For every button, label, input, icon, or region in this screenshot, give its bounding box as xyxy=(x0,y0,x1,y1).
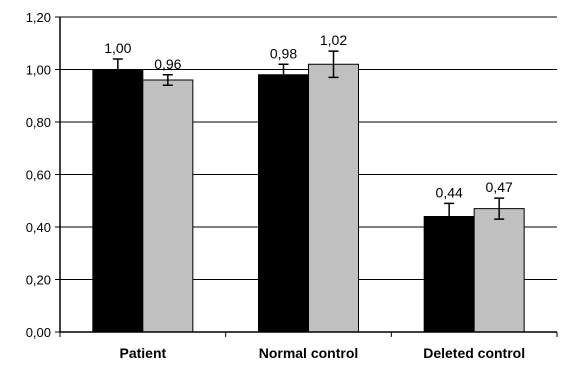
data-label: 1,02 xyxy=(320,32,347,48)
data-label: 0,98 xyxy=(270,45,297,61)
bar xyxy=(308,63,359,333)
y-tick-label: 0,60 xyxy=(26,168,51,183)
bar xyxy=(473,208,525,333)
data-label: 0,96 xyxy=(154,56,181,72)
bar xyxy=(423,216,475,333)
data-label: 0,44 xyxy=(436,184,463,200)
labels: 0,00 0,20 0,40 0,60 0,80 1,00 1,20 1,00 0,96 Pati… xyxy=(26,10,525,361)
y-tick-label: 0,00 xyxy=(26,325,51,340)
y-tick-label: 0,80 xyxy=(26,115,51,130)
y-tick-label: 1,20 xyxy=(26,10,51,25)
data-label: 0,47 xyxy=(486,179,513,195)
category-label: Deleted control xyxy=(423,345,525,361)
category-label: Patient xyxy=(119,345,166,361)
bar xyxy=(258,74,309,333)
data-label: 1,00 xyxy=(104,40,131,56)
bar xyxy=(142,79,194,333)
y-tick-label: 0,40 xyxy=(26,220,51,235)
bar xyxy=(92,69,144,333)
category-label: Normal control xyxy=(259,345,359,361)
y-tick-label: 0,20 xyxy=(26,273,51,288)
y-tick-label: 1,00 xyxy=(26,63,51,78)
bars xyxy=(92,50,525,333)
axes xyxy=(55,16,558,337)
